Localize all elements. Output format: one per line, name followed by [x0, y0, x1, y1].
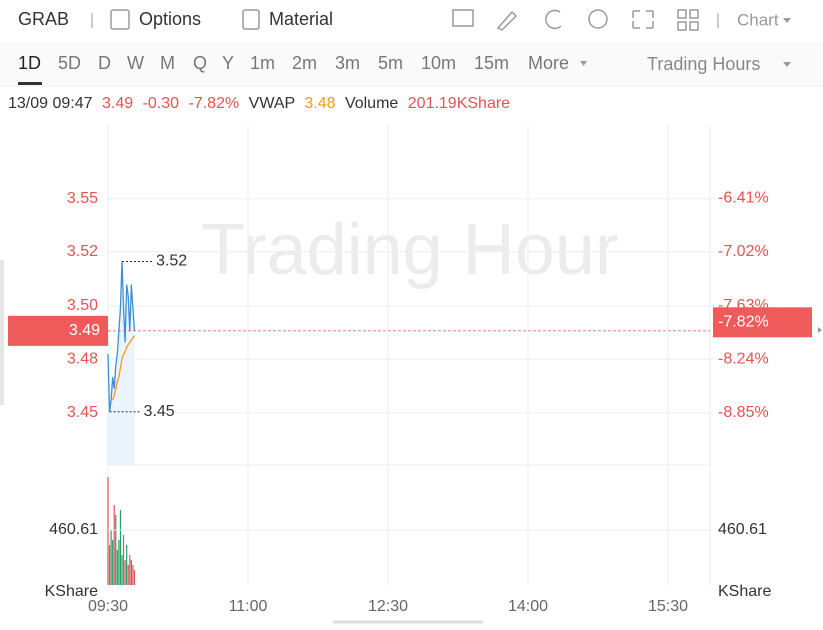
side-arrow[interactable] — [818, 327, 822, 333]
y2-tick-label: -6.41% — [718, 189, 769, 206]
chart-menu[interactable]: Chart — [737, 10, 779, 29]
volume-bar — [116, 550, 118, 585]
icon[interactable] — [496, 10, 518, 31]
volume-bar — [108, 545, 111, 585]
volume-bar — [110, 530, 112, 585]
y2-tick-label: -8.24% — [718, 351, 769, 368]
volume-bar — [119, 510, 122, 585]
timeframe-tab[interactable]: 10m — [421, 53, 456, 73]
x-tick-label: 11:00 — [229, 598, 268, 615]
volume-bar — [133, 569, 136, 585]
material-icon — [242, 9, 260, 30]
volume-bar — [121, 555, 123, 585]
quote-price: 3.49 — [102, 95, 133, 112]
timeframe-tab[interactable]: Y — [222, 53, 234, 73]
icon[interactable] — [677, 21, 687, 31]
volume-bar — [126, 545, 128, 585]
icon[interactable] — [545, 9, 562, 30]
timeframe-tab[interactable]: Q — [193, 53, 207, 73]
y-tick-label: 3.50 — [67, 297, 98, 314]
volume-tick-label: 460.61 — [718, 521, 767, 538]
last-price-box — [8, 315, 108, 346]
extreme-label: 3.45 — [144, 403, 175, 420]
tab[interactable]: Options — [139, 9, 201, 29]
volume-bar — [130, 560, 132, 585]
dropdown-arrow — [783, 18, 791, 23]
timeframe-tab[interactable]: More — [528, 53, 569, 73]
y-tick-label: 3.45 — [67, 404, 98, 421]
last-pct-box — [713, 307, 812, 338]
volume-bar — [132, 564, 134, 585]
y-tick-label: 3.52 — [67, 243, 98, 260]
volume-bar — [129, 555, 131, 585]
timeframe-tab[interactable]: 15m — [474, 53, 509, 73]
toolbar-icons — [452, 9, 699, 31]
x-tick-label: 14:00 — [508, 598, 548, 615]
volume-tick-label: 460.61 — [49, 521, 98, 538]
timeframe-tab[interactable]: 5D — [58, 53, 81, 73]
icon[interactable] — [677, 9, 687, 19]
quote-time: 13/09 09:47 — [8, 95, 93, 112]
x-tick-label: 09:30 — [88, 598, 128, 615]
line — [107, 261, 136, 412]
timeframe-tab[interactable]: 5m — [378, 53, 403, 73]
volume-label: Volume — [345, 95, 398, 112]
volume-bar — [107, 477, 109, 585]
vwap-value: 3.48 — [304, 95, 335, 112]
dropdown-arrow — [783, 62, 791, 67]
volume-bar — [124, 560, 126, 585]
volume-bar — [127, 564, 129, 585]
x-tick-label: 15:30 — [648, 598, 688, 615]
y-tick-label: 3.48 — [67, 351, 98, 368]
quote-change-pct: -7.82% — [189, 95, 240, 112]
quote-line: 13/09 09:47 3.49 -0.30 -7.82% VWAP 3.48 … — [8, 95, 510, 112]
icon[interactable] — [588, 9, 608, 29]
volume-unit: KShare — [45, 583, 98, 600]
timeframe-tab[interactable]: M — [160, 53, 175, 73]
options-icon — [110, 9, 130, 30]
y2-tick-label: -7.02% — [718, 243, 769, 260]
timeframe-tab[interactable]: 3m — [335, 53, 360, 73]
selected-underline — [18, 82, 42, 85]
symbol[interactable]: GRAB — [18, 9, 69, 29]
y-tick-label: 3.55 — [67, 190, 98, 207]
timeframe-tab[interactable]: W — [127, 53, 144, 73]
volume-value: 201.19KShare — [408, 95, 510, 112]
volume-bar — [113, 505, 115, 585]
extreme-label: 3.52 — [156, 253, 187, 270]
dropdown-arrow — [580, 61, 587, 66]
quote-change: -0.30 — [143, 95, 180, 112]
last-price-label: 3.49 — [69, 322, 100, 339]
timeframe-tab[interactable]: D — [98, 53, 111, 73]
icon[interactable] — [452, 9, 474, 27]
volume-bar — [118, 539, 120, 585]
session-select[interactable]: Trading Hours — [647, 54, 760, 74]
timeframe-bar — [0, 42, 823, 86]
y2-tick-label: -8.85% — [718, 404, 769, 421]
volume-bar — [112, 539, 114, 585]
watermark: Trading Hour — [201, 210, 619, 290]
side-handle[interactable] — [0, 260, 4, 405]
x-tick-label: 12:30 — [368, 598, 408, 615]
volume-unit: KShare — [718, 583, 771, 600]
timeframe-tab[interactable]: 2m — [292, 53, 317, 73]
timeframe-tab[interactable]: 1D — [18, 53, 41, 73]
tab[interactable]: Material — [269, 9, 333, 29]
volume-bar — [122, 534, 125, 585]
last-pct-label: -7.82% — [718, 314, 769, 331]
vwap-label: VWAP — [249, 95, 295, 112]
line — [112, 335, 135, 401]
icon[interactable] — [632, 10, 654, 29]
timeframe-tab[interactable]: 1m — [250, 53, 275, 73]
icon[interactable] — [689, 9, 699, 19]
volume-bar — [115, 515, 117, 585]
icon[interactable] — [689, 21, 699, 31]
